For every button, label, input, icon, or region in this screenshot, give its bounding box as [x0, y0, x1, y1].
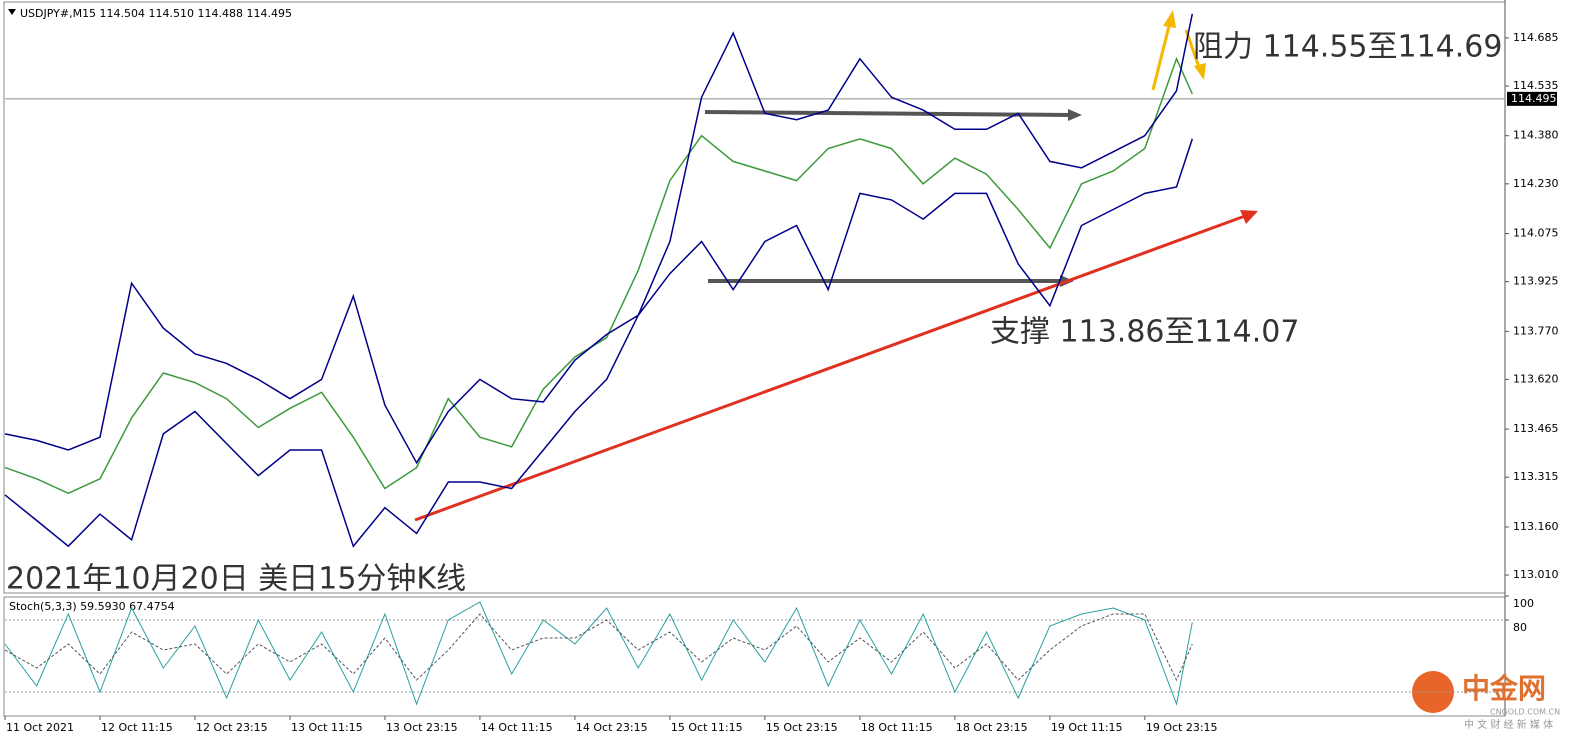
annotation: 支撑 113.86至114.07 [990, 315, 1299, 350]
x-tick-label: 19 Oct 23:15 [1146, 721, 1218, 734]
series-line [4, 13, 1194, 465]
y-tick-label: 114.075 [1513, 227, 1559, 240]
resistance-arrow [704, 110, 1071, 117]
arrow-head [1240, 210, 1258, 224]
y-tick-label: 114.230 [1513, 177, 1559, 190]
y-tick-label: 80 [1513, 621, 1527, 634]
arrow-head [1194, 63, 1206, 80]
slogan: 中 文 财 经 新 媒 体 [1464, 718, 1553, 731]
y-tick-label: 113.620 [1513, 372, 1559, 385]
stoch-panel [3, 596, 1506, 717]
x-tick-label: 13 Oct 11:15 [291, 721, 363, 734]
series-line [4, 601, 1193, 706]
drawings [414, 10, 1258, 522]
y-tick-label: 113.465 [1513, 422, 1559, 435]
x-tick-label: 12 Oct 11:15 [101, 721, 173, 734]
watermark: 中金网 CNGOLD.COM.CN 中 文 财 经 新 媒 体 [1412, 671, 1560, 731]
logo-text: 中金网 [1462, 672, 1546, 705]
y-tick-label: 114.535 [1513, 79, 1559, 92]
series-line [4, 613, 1193, 682]
y-tick-label: 113.770 [1513, 324, 1559, 337]
y-tick-label: 113.010 [1513, 568, 1559, 581]
x-tick-label: 15 Oct 23:15 [766, 721, 838, 734]
annotation: 阻力 114.55至114.69 [1193, 30, 1502, 65]
y-tick-label: 113.315 [1513, 470, 1559, 483]
stoch-title: Stoch(5,3,3) 59.5930 67.4754 [9, 600, 175, 613]
current-price-label: 114.495 [1511, 92, 1557, 105]
up-arrow [1151, 21, 1172, 91]
x-tick-label: 18 Oct 23:15 [956, 721, 1028, 734]
y-tick-label: 113.925 [1513, 275, 1559, 288]
arrow-head [1163, 10, 1176, 28]
trend-line [414, 214, 1246, 522]
header-icon [8, 9, 16, 15]
x-tick-label: 14 Oct 11:15 [481, 721, 553, 734]
x-tick-label: 13 Oct 23:15 [386, 721, 458, 734]
x-tick-label: 11 Oct 2021 [6, 721, 74, 734]
domain: CNGOLD.COM.CN [1490, 708, 1560, 717]
chart-title: USDJPY#,M15 114.504 114.510 114.488 114.… [20, 7, 292, 20]
x-tick-label: 19 Oct 11:15 [1051, 721, 1123, 734]
price-label-box [1507, 91, 1557, 106]
y-tick-label: 100 [1513, 597, 1534, 610]
arrow-head [1068, 109, 1082, 121]
x-tick-label: 18 Oct 11:15 [861, 721, 933, 734]
main-panel [3, 1, 1506, 594]
y-tick-label: 114.380 [1513, 129, 1559, 142]
series-line [4, 138, 1194, 548]
x-tick-label: 15 Oct 11:15 [671, 721, 743, 734]
y-tick-label: 113.160 [1513, 520, 1559, 533]
x-tick-label: 14 Oct 23:15 [576, 721, 648, 734]
series-line [4, 56, 1193, 495]
annotation: 2021年10月20日 美日15分钟K线 [6, 562, 466, 597]
x-tick-label: 12 Oct 23:15 [196, 721, 268, 734]
y-tick-label: 114.685 [1513, 31, 1559, 44]
